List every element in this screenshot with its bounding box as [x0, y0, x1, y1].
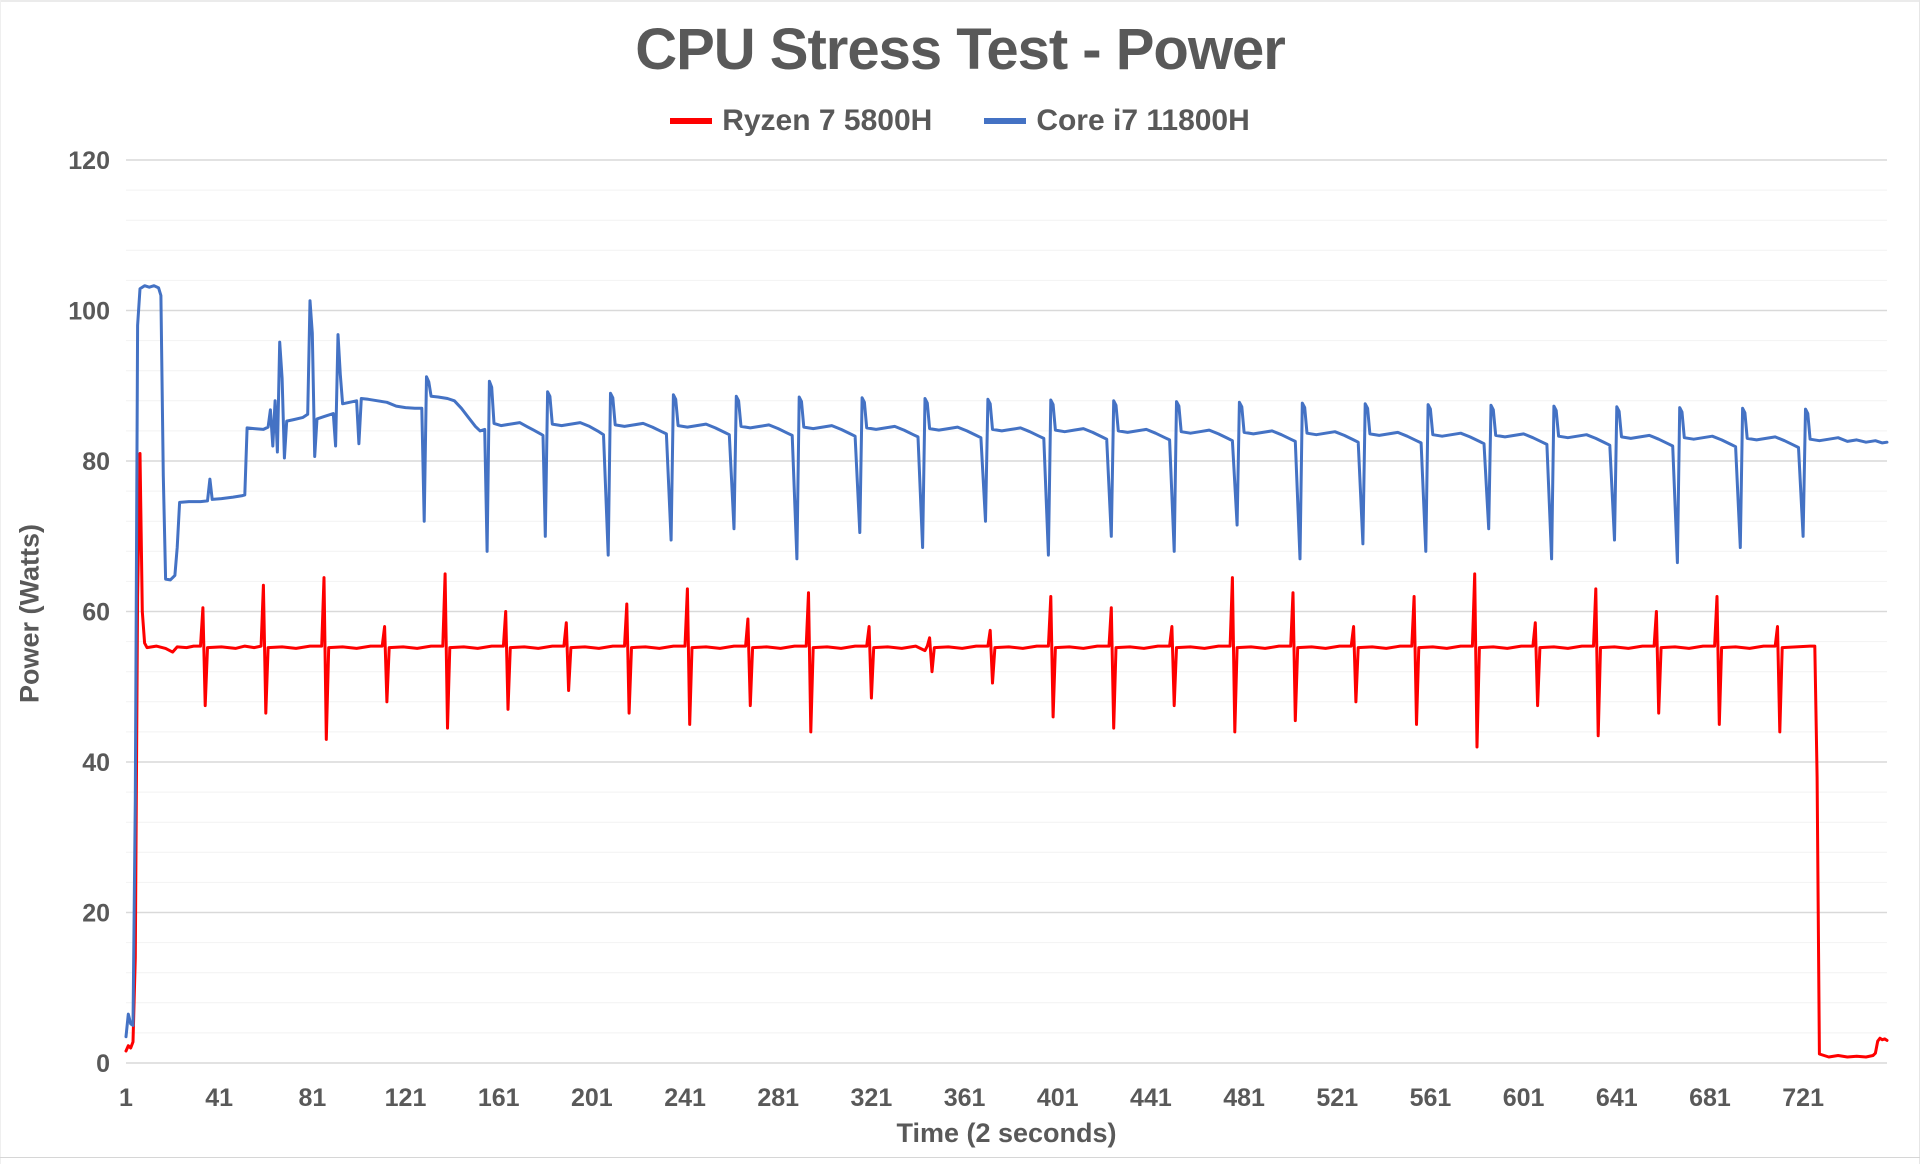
- x-tick-label: 1: [119, 1084, 133, 1112]
- x-tick-label: 241: [664, 1084, 706, 1112]
- x-tick-label: 281: [757, 1084, 799, 1112]
- x-tick-label: 681: [1689, 1084, 1731, 1112]
- y-tick-label: 20: [82, 900, 110, 928]
- y-axis-title: Power (Watts): [14, 524, 45, 704]
- x-tick-label: 161: [478, 1084, 520, 1112]
- y-tick-label: 0: [96, 1050, 110, 1078]
- y-tick-label: 40: [82, 749, 110, 777]
- window-left-edge: [0, 0, 1, 1164]
- x-tick-label: 481: [1223, 1084, 1265, 1112]
- window-top-edge: [0, 0, 1920, 2]
- y-tick-label: 120: [68, 147, 110, 175]
- legend-item-ryzen: Ryzen 7 5800H: [670, 104, 932, 138]
- legend-label-ryzen: Ryzen 7 5800H: [722, 104, 933, 137]
- x-axis-title: Time (2 seconds): [896, 1118, 1117, 1148]
- y-tick-label: 80: [82, 448, 110, 476]
- series-line-ryzen: [124, 452, 1889, 1059]
- x-tick-label: 721: [1782, 1084, 1824, 1112]
- chart-title: CPU Stress Test - Power: [635, 17, 1286, 82]
- y-tick-label: 60: [82, 599, 110, 627]
- legend-item-core-i7: Core i7 11800H: [984, 104, 1250, 138]
- x-tick-label: 121: [385, 1084, 427, 1112]
- x-tick-label: 521: [1316, 1084, 1358, 1112]
- x-tick-label: 41: [205, 1084, 233, 1112]
- x-tick-label: 81: [298, 1084, 326, 1112]
- series-line-core-i7: [124, 284, 1889, 1039]
- x-tick-label: 401: [1037, 1084, 1079, 1112]
- legend-label-core-i7: Core i7 11800H: [1036, 104, 1250, 137]
- x-tick-label: 361: [944, 1084, 986, 1112]
- x-tick-label: 641: [1596, 1084, 1638, 1112]
- legend-marker-blue-line-icon: [984, 118, 1027, 124]
- window-bottom-edge: [0, 1157, 1920, 1158]
- x-tick-label: 201: [571, 1084, 613, 1112]
- x-tick-label: 601: [1503, 1084, 1545, 1112]
- legend-marker-red-line-icon: [670, 118, 713, 124]
- x-tick-label: 441: [1130, 1084, 1172, 1112]
- y-tick-label: 100: [68, 298, 110, 326]
- x-tick-label: 321: [851, 1084, 893, 1112]
- chart-legend: Ryzen 7 5800H Core i7 11800H: [0, 104, 1920, 138]
- x-tick-label: 561: [1410, 1084, 1452, 1112]
